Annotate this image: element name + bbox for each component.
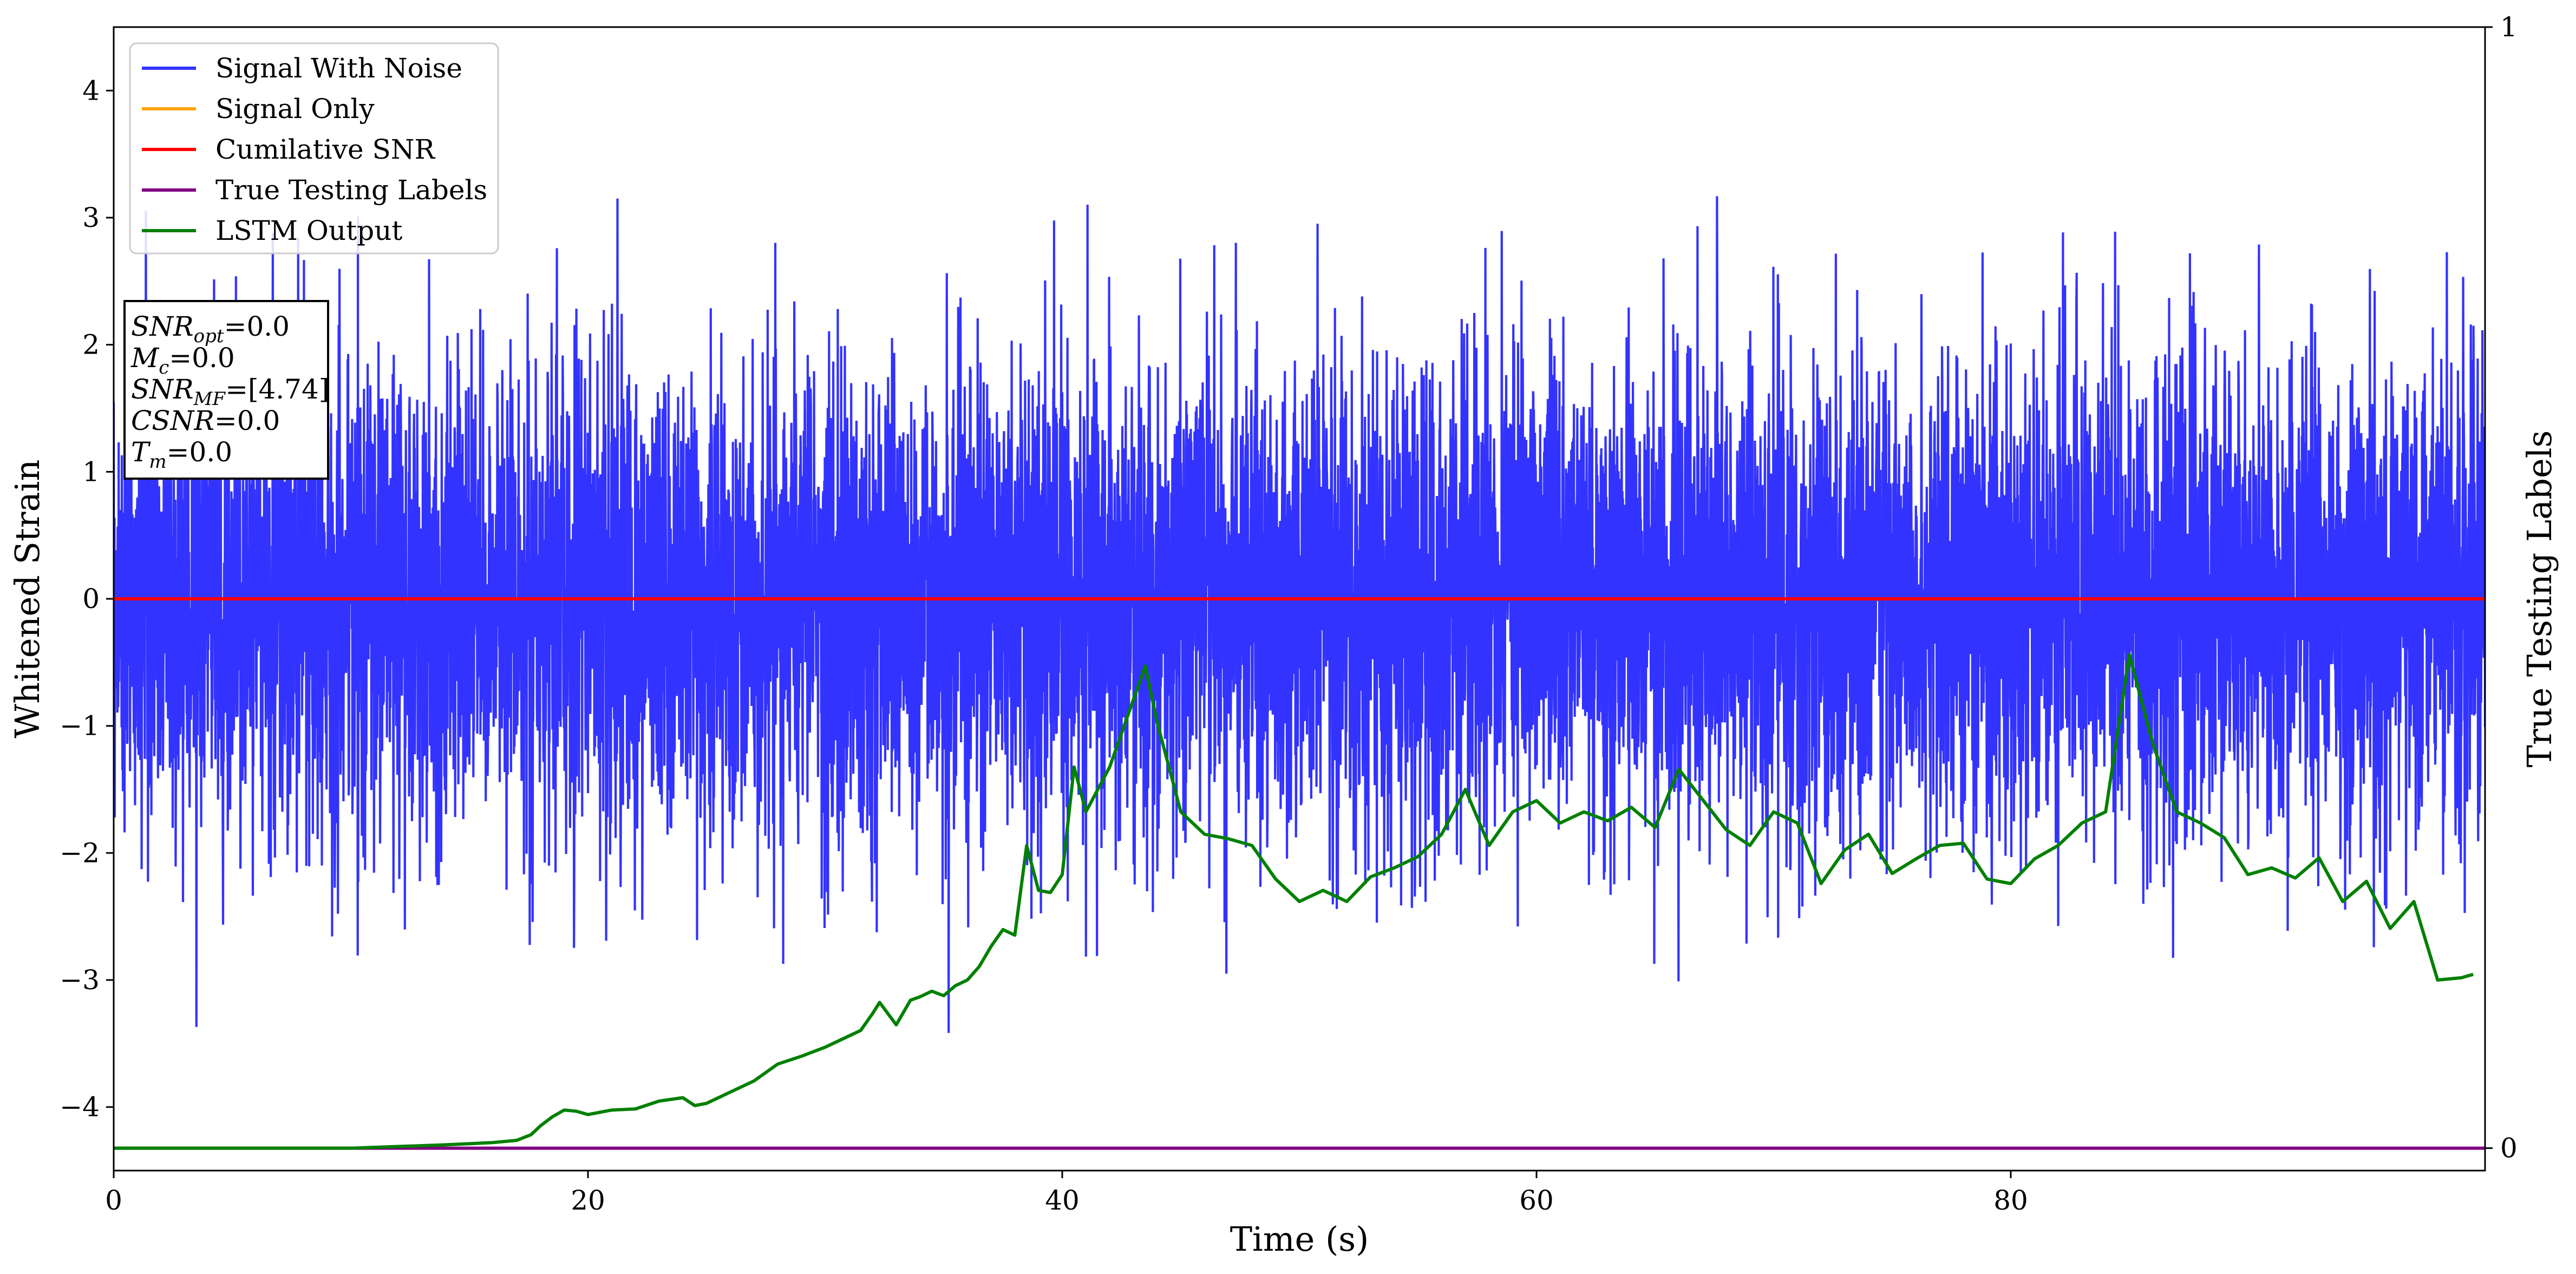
x-tick-label: 80	[1993, 1185, 2028, 1216]
y2-axis-ticks: 01	[2485, 11, 2518, 1164]
y-tick-label: 0	[82, 583, 100, 615]
y-axis-ticks: −4 −3 −2 −1 0 1 2 3 4	[60, 75, 114, 1123]
legend-entries: Signal With Noise Signal Only Cumilative S…	[142, 53, 487, 246]
legend-label-signal-with-noise: Signal With Noise	[215, 53, 462, 84]
legend-label-true-testing-labels: True Testing Labels	[215, 174, 487, 206]
x-tick-label: 60	[1519, 1185, 1554, 1216]
info-line: SNRopt=0.0	[131, 311, 290, 347]
legend-box	[129, 42, 499, 254]
x-axis-title: Time (s)	[1230, 1219, 1369, 1259]
legend-label-cumilative-snr: Cumilative SNR	[215, 134, 435, 165]
y-axis-title: Whitened Strain	[8, 460, 47, 739]
y-tick-label: 1	[82, 456, 100, 487]
y-tick-label: −1	[60, 710, 100, 742]
legend-label-signal-only: Signal Only	[215, 93, 375, 125]
y-tick-label: −4	[60, 1092, 100, 1123]
series-lstm-output	[114, 653, 2474, 1150]
y-tick-label: 4	[82, 75, 100, 106]
y2-tick-label: 0	[2500, 1133, 2518, 1164]
info-line: CSNR=0.0	[131, 405, 280, 436]
info-line: Mc=0.0	[130, 342, 235, 378]
x-tick-label: 0	[105, 1185, 122, 1216]
series-signal-with-noise	[114, 196, 2485, 1033]
info-lines: SNRopt=0.0Mc=0.0SNRMF=[4.74]CSNR=0.0Tm=0…	[130, 311, 329, 473]
info-box: SNRopt=0.0Mc=0.0SNRMF=[4.74]CSNR=0.0Tm=0…	[123, 300, 329, 480]
legend: Signal With Noise Signal Only Cumilative S…	[129, 42, 499, 254]
y-tick-label: −3	[60, 964, 100, 996]
series-layer	[114, 196, 2485, 1150]
x-axis-ticks: 0 20 40 60 80	[105, 1171, 2028, 1216]
y2-tick-label: 1	[2500, 11, 2518, 43]
info-line: SNRMF=[4.74]	[131, 374, 329, 410]
y-tick-label: 3	[82, 202, 100, 233]
y2-axis-title: True Testing Labels	[2520, 430, 2559, 768]
y-tick-label: −2	[60, 837, 100, 868]
info-line: Tm=0.0	[131, 436, 232, 473]
info-box-frame	[123, 300, 329, 480]
legend-label-lstm-output: LSTM Output	[215, 215, 402, 246]
y-tick-label: 2	[82, 329, 100, 361]
x-tick-label: 20	[571, 1185, 605, 1216]
x-tick-label: 40	[1045, 1185, 1080, 1216]
